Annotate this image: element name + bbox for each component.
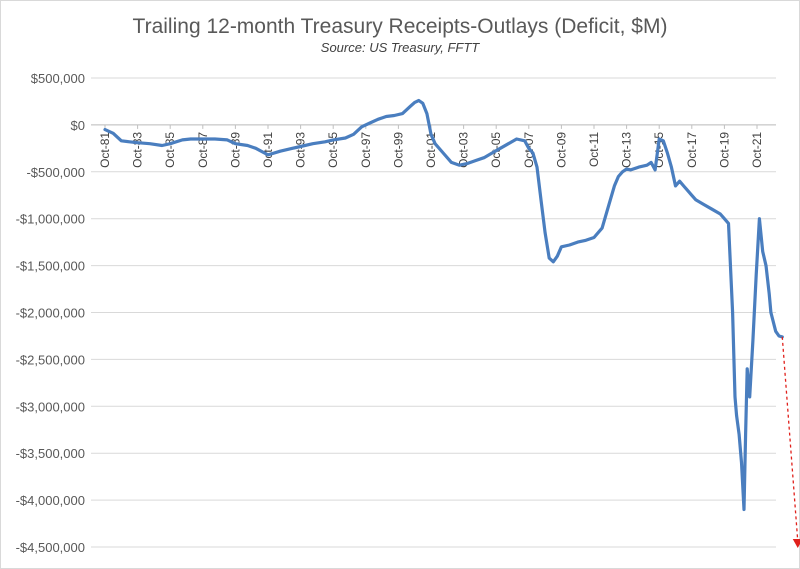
x-tick-label: Oct-09 [554,132,568,168]
deficit-line [103,98,784,512]
y-tick-label: -$4,500,000 [16,540,85,555]
x-tick-label: Oct-21 [750,132,764,168]
x-tick-label: Oct-81 [98,132,112,168]
x-tick-label: Oct-19 [717,132,731,168]
chart-title: Trailing 12-month Treasury Receipts-Outl… [132,15,668,38]
projection-arrowhead [792,539,800,548]
y-tick-label: -$1,000,000 [16,212,85,227]
x-axis-ticks: Oct-81 Oct-83 Oct-85 Oct-87 Oct-89 Oct-91 Oct-… [98,124,764,168]
x-tick-label: Oct-03 [457,132,471,168]
projection-arrow-line [781,336,799,542]
x-tick-label: Oct-99 [391,132,405,168]
y-tick-label: $500,000 [31,71,85,86]
y-tick-label: -$500,000 [26,165,85,180]
x-tick-label: Oct-93 [294,132,308,168]
x-tick-label: Oct-97 [359,132,373,168]
x-tick-label: Oct-95 [326,132,340,168]
y-tick-label: -$4,000,000 [16,493,85,508]
x-tick-label: Oct-17 [685,132,699,168]
y-tick-label: -$2,500,000 [16,352,85,367]
x-tick-label: Oct-91 [261,132,275,168]
x-tick-label: Oct-11 [587,132,601,167]
y-tick-label: -$2,000,000 [16,306,85,321]
gridlines [91,77,776,548]
y-tick-label: -$1,500,000 [16,259,85,274]
x-tick-label: Oct-89 [228,132,242,168]
x-tick-label: Oct-85 [163,132,177,168]
series-lines [103,98,800,548]
y-tick-label: -$3,500,000 [16,446,85,461]
y-tick-label: -$3,000,000 [16,399,85,414]
y-axis-ticks: $500,000 $0 -$500,000 -$1,000,000 -$1,500,00… [16,71,85,555]
chart-subtitle: Source: US Treasury, FFTT [320,40,480,55]
x-tick-label: Oct-83 [131,132,145,168]
x-tick-label: Oct-13 [620,132,634,168]
x-tick-label: Oct-87 [196,132,210,168]
y-tick-label: $0 [71,118,85,133]
